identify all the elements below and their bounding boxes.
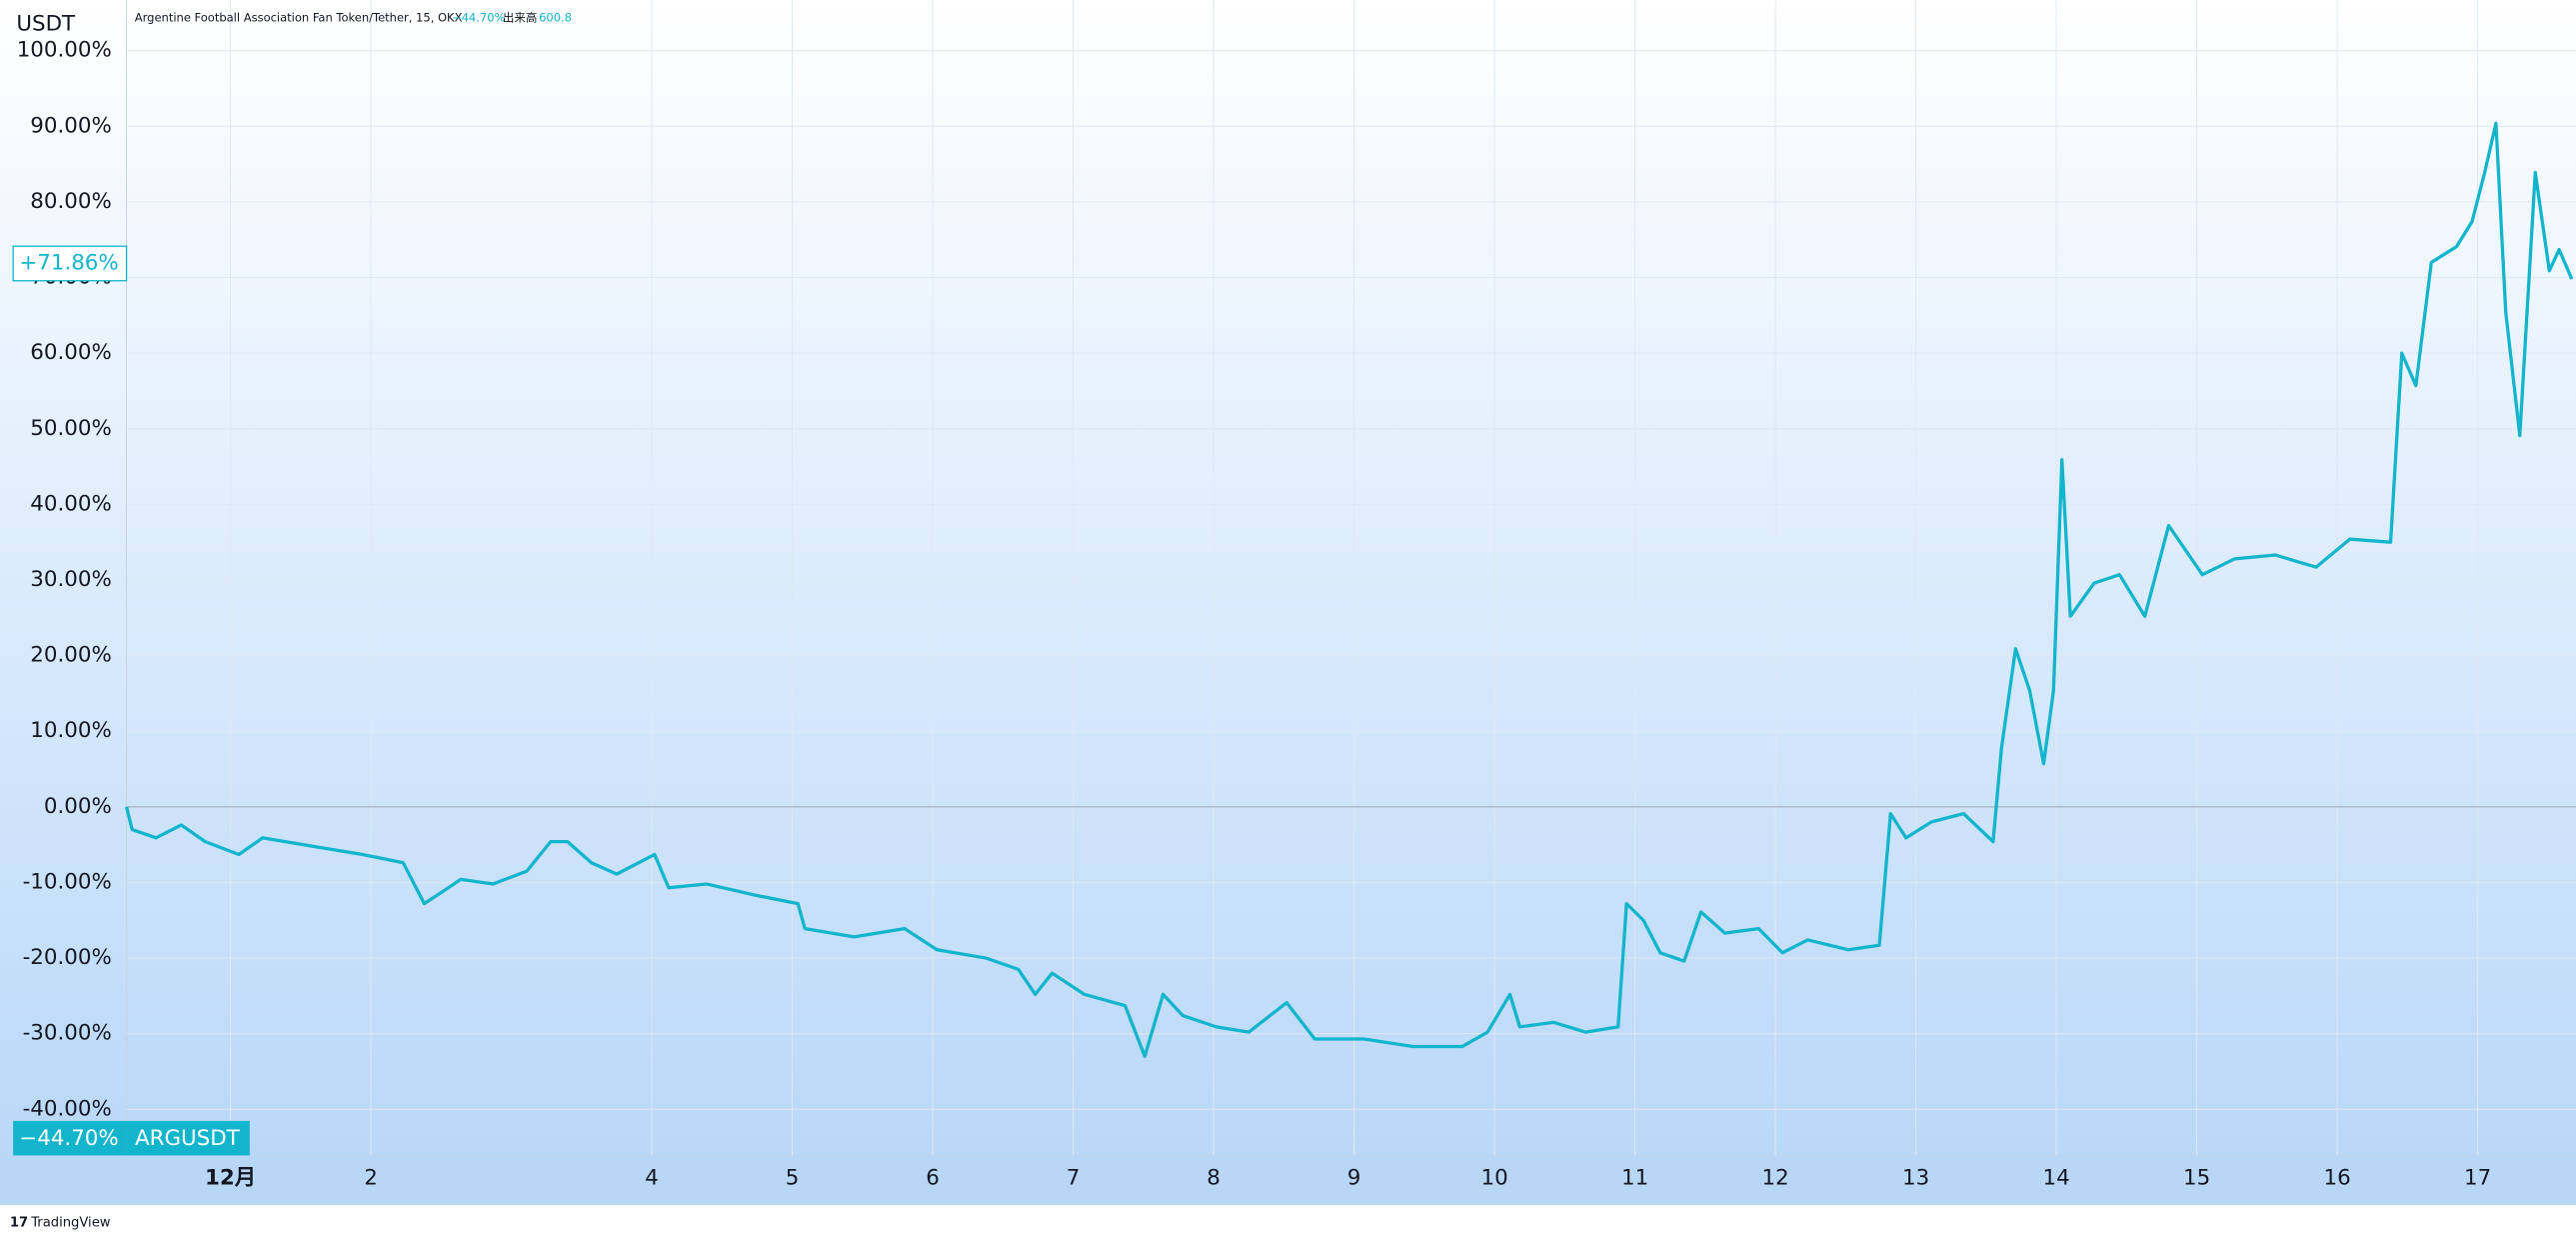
x-tick-label: 14 [2043,1165,2070,1190]
legend-volume: 600.8 [539,11,572,25]
x-tick-label: 8 [1207,1165,1221,1190]
y-tick-label: 40.00% [30,491,111,516]
chart-background [0,0,2576,1205]
y-tick-label: 50.00% [30,416,111,441]
x-tick-label: 13 [1902,1165,1929,1190]
y-tick-label: 0.00% [44,794,112,819]
x-tick-label: 4 [645,1165,659,1190]
symbol-badge-text: ARGUSDT [135,1126,241,1151]
y-tick-label: -10.00% [23,869,112,894]
x-tick-label: 15 [2183,1165,2210,1190]
x-tick-label: 11 [1621,1165,1648,1190]
time-axis [0,1155,2576,1205]
y-tick-label: -40.00% [23,1096,112,1121]
y-tick-label: 80.00% [30,189,111,214]
x-tick-label: 10 [1480,1165,1507,1190]
x-tick-label: 16 [2324,1165,2351,1190]
y-tick-label: 10.00% [30,718,111,743]
legend-change: −44.70% [452,11,506,25]
y-tick-label: 100.00% [17,38,112,63]
y-tick-label: 90.00% [30,113,111,138]
change-badge [13,1120,127,1156]
x-tick-label: 12月 [205,1165,256,1190]
x-tick-label: 5 [786,1165,800,1190]
y-tick-label: -20.00% [23,945,112,970]
y-tick-label: 20.00% [30,643,111,668]
brand: TradingView [30,1215,111,1230]
change-badge-text: −44.70% [19,1126,118,1151]
y-tick-label: 30.00% [30,567,111,592]
last-value-text: +71.86% [19,250,118,275]
legend-volume-label: 出来高 [503,11,538,25]
last-value-badge [12,245,128,282]
x-tick-label: 6 [926,1165,940,1190]
y-tick-label: -30.00% [23,1021,112,1046]
y-tick-label: 60.00% [30,340,111,365]
x-tick-label: 17 [2464,1165,2491,1190]
x-tick-label: 7 [1067,1165,1081,1190]
x-tick-label: 2 [364,1165,378,1190]
legend-title: Argentine Football Association Fan Token… [135,11,463,25]
brand-logo: 17 [10,1215,28,1230]
x-tick-label: 9 [1347,1165,1361,1190]
symbol-badge [126,1120,250,1156]
unit-label: USDT [16,12,76,37]
price-line [124,121,2574,1059]
x-tick-label: 12 [1762,1165,1789,1190]
